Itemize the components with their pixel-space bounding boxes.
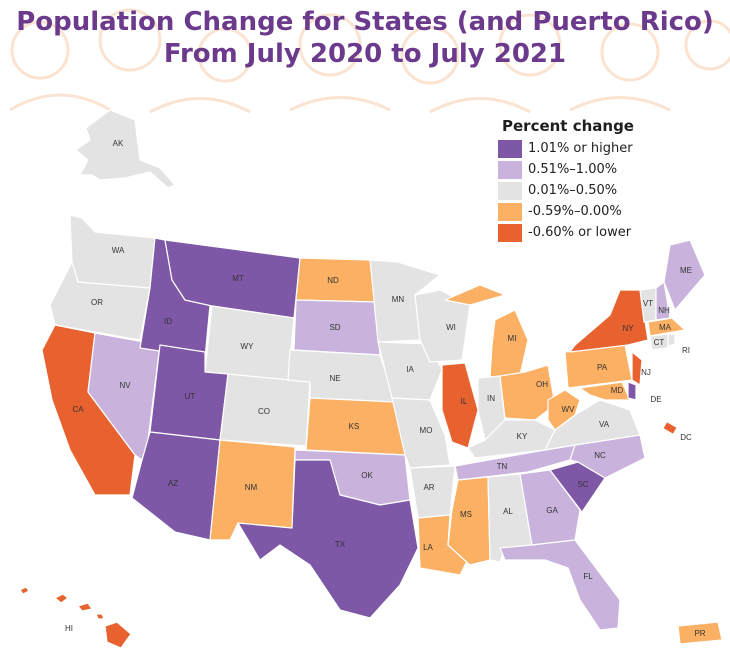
legend-swatch	[498, 223, 522, 242]
legend-item: -0.60% or lower	[498, 222, 688, 243]
state-me[interactable]	[663, 239, 706, 311]
label-ar: AR	[423, 483, 434, 492]
label-ca: CA	[72, 405, 84, 414]
label-al: AL	[503, 507, 513, 516]
label-ak: AK	[113, 139, 124, 148]
background-illustration	[9, 8, 730, 114]
state-va[interactable]	[544, 399, 641, 451]
label-ga: GA	[546, 506, 558, 515]
state-ar[interactable]	[409, 465, 456, 519]
state-nj[interactable]	[631, 351, 643, 386]
label-la: LA	[423, 543, 433, 552]
label-wi: WI	[446, 323, 456, 332]
legend-swatch	[498, 181, 522, 200]
label-md: MD	[611, 386, 624, 395]
label-dc: DC	[680, 433, 692, 442]
label-nv: NV	[119, 381, 131, 390]
legend-item: 0.51%–1.00%	[498, 159, 688, 180]
label-co: CO	[258, 407, 270, 416]
legend-swatch	[498, 139, 522, 158]
label-mt: MT	[232, 274, 244, 283]
legend-swatch	[498, 160, 522, 179]
state-dc[interactable]	[662, 420, 678, 436]
legend-label: -0.60% or lower	[528, 225, 632, 240]
state-de[interactable]	[627, 381, 637, 401]
legend-label: 0.01%–0.50%	[528, 183, 618, 198]
map-title: Population Change for States (and Puerto…	[0, 6, 730, 70]
label-mn: MN	[392, 295, 405, 304]
label-sd: SD	[329, 323, 340, 332]
label-wy: WY	[241, 342, 255, 351]
label-nh: NH	[658, 306, 670, 315]
label-il: IL	[461, 397, 468, 406]
label-in: IN	[487, 394, 495, 403]
label-tn: TN	[497, 462, 508, 471]
label-oh: OH	[536, 380, 548, 389]
legend-label: 0.51%–1.00%	[528, 162, 618, 177]
legend-rows: 1.01% or higher 0.51%–1.00% 0.01%–0.50% -0.…	[498, 138, 688, 243]
label-id: ID	[164, 317, 172, 326]
label-nc: NC	[594, 451, 606, 460]
label-wv: WV	[562, 405, 576, 414]
label-sc: SC	[577, 480, 588, 489]
state-pr[interactable]	[677, 621, 723, 645]
label-nj: NJ	[641, 368, 651, 377]
legend-item: 1.01% or higher	[498, 138, 688, 159]
label-ok: OK	[361, 471, 373, 480]
state-ri[interactable]	[667, 333, 676, 347]
title-line-1: Population Change for States (and Puerto…	[16, 7, 714, 37]
state-ct[interactable]	[649, 333, 669, 351]
legend-item: 0.01%–0.50%	[498, 180, 688, 201]
label-ny: NY	[622, 324, 634, 333]
label-mi: MI	[508, 334, 517, 343]
label-vt: VT	[643, 299, 653, 308]
label-va: VA	[599, 420, 610, 429]
label-az: AZ	[168, 479, 178, 488]
label-ut: UT	[185, 392, 196, 401]
label-ky: KY	[517, 432, 528, 441]
label-ma: MA	[659, 323, 672, 332]
label-ks: KS	[349, 422, 360, 431]
legend-item: -0.59%–0.00%	[498, 201, 688, 222]
label-mo: MO	[420, 426, 433, 435]
legend-label: 1.01% or higher	[528, 141, 633, 156]
title-line-2: From July 2020 to July 2021	[163, 39, 567, 69]
label-ms: MS	[460, 510, 472, 519]
label-nm: NM	[245, 483, 258, 492]
state-md[interactable]	[579, 381, 631, 401]
label-ia: IA	[406, 365, 414, 374]
legend-swatch	[498, 202, 522, 221]
label-nd: ND	[327, 276, 339, 285]
legend: Percent change 1.01% or higher 0.51%–1.00…	[498, 117, 688, 243]
label-de: DE	[650, 395, 661, 404]
label-wa: WA	[112, 246, 125, 255]
label-me: ME	[680, 266, 692, 275]
state-wi[interactable]	[414, 289, 471, 363]
state-ga[interactable]	[519, 469, 581, 546]
state-mo[interactable]	[391, 397, 451, 469]
state-hi[interactable]	[19, 586, 132, 649]
state-ky[interactable]	[467, 419, 556, 459]
label-or: OR	[91, 298, 103, 307]
state-ak[interactable]	[75, 109, 176, 189]
state-fl[interactable]	[499, 539, 621, 631]
label-ne: NE	[329, 374, 340, 383]
label-fl: FL	[583, 572, 593, 581]
state-tx[interactable]	[237, 459, 419, 619]
label-hi: HI	[65, 624, 73, 633]
label-tx: TX	[335, 540, 346, 549]
state-labels: AK HI PR WA OR CA NV ID MT WY UT CO AZ N…	[65, 139, 706, 638]
state-ny[interactable]	[569, 289, 649, 353]
label-ri: RI	[682, 346, 690, 355]
label-pr: PR	[694, 629, 705, 638]
state-ma[interactable]	[647, 317, 686, 337]
legend-title: Percent change	[502, 117, 634, 135]
state-wv[interactable]	[547, 389, 581, 431]
state-or[interactable]	[49, 261, 151, 341]
label-pa: PA	[597, 363, 608, 372]
legend-label: -0.59%–0.00%	[528, 204, 622, 219]
label-ct: CT	[654, 338, 665, 347]
